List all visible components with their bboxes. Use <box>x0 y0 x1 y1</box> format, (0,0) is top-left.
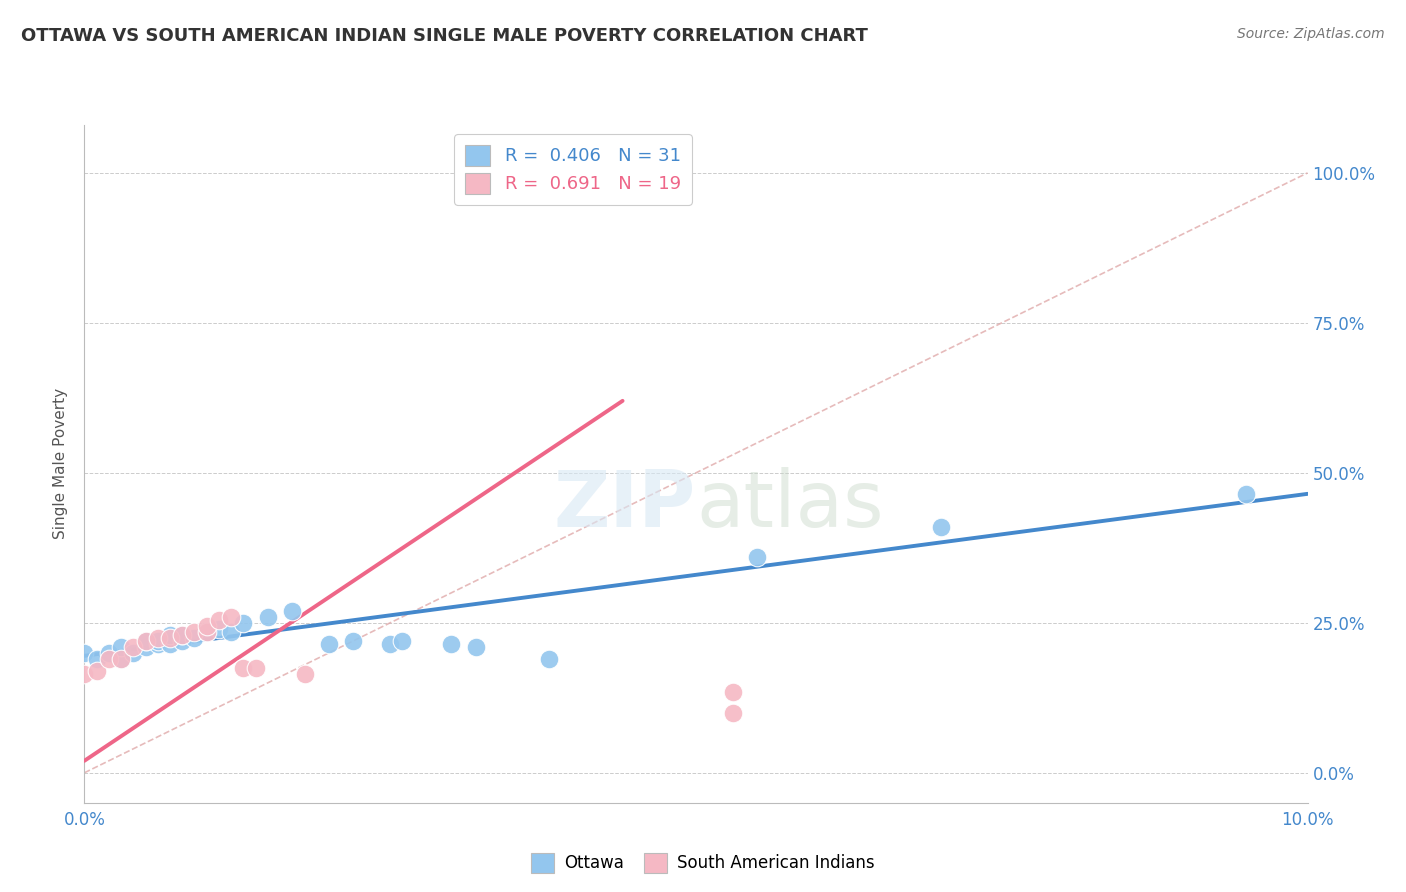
Point <box>146 637 169 651</box>
Point <box>380 637 402 651</box>
Point <box>245 661 267 675</box>
Point <box>135 640 157 654</box>
Text: OTTAWA VS SOUTH AMERICAN INDIAN SINGLE MALE POVERTY CORRELATION CHART: OTTAWA VS SOUTH AMERICAN INDIAN SINGLE M… <box>21 27 868 45</box>
Point <box>172 628 194 642</box>
Point <box>232 615 254 630</box>
Point <box>172 633 194 648</box>
Point <box>135 633 157 648</box>
Point <box>257 610 280 624</box>
Text: atlas: atlas <box>696 467 883 542</box>
Point <box>159 628 181 642</box>
Point <box>110 652 132 666</box>
Point <box>232 661 254 675</box>
Point <box>208 613 231 627</box>
Point <box>219 624 242 639</box>
Point <box>86 664 108 678</box>
Point <box>97 646 120 660</box>
Point <box>97 652 120 666</box>
Point <box>294 666 316 681</box>
Point <box>342 633 364 648</box>
Point <box>86 652 108 666</box>
Point <box>391 633 413 648</box>
Point <box>195 624 218 639</box>
Point <box>159 637 181 651</box>
Point <box>929 520 952 534</box>
Point <box>195 624 218 639</box>
Point <box>1236 487 1258 501</box>
Point <box>464 640 486 654</box>
Point <box>73 646 96 660</box>
Point <box>122 646 145 660</box>
Point <box>122 640 145 654</box>
Point <box>172 628 194 642</box>
Legend: R =  0.406   N = 31, R =  0.691   N = 19: R = 0.406 N = 31, R = 0.691 N = 19 <box>454 134 692 204</box>
Point <box>281 604 304 618</box>
Point <box>721 706 744 720</box>
Point <box>159 631 181 645</box>
Point <box>146 631 169 645</box>
Legend: Ottawa, South American Indians: Ottawa, South American Indians <box>524 847 882 880</box>
Point <box>146 633 169 648</box>
Point <box>318 637 340 651</box>
Text: ZIP: ZIP <box>554 467 696 542</box>
Y-axis label: Single Male Poverty: Single Male Poverty <box>53 388 69 540</box>
Point <box>73 666 96 681</box>
Point <box>721 685 744 699</box>
Text: Source: ZipAtlas.com: Source: ZipAtlas.com <box>1237 27 1385 41</box>
Point <box>440 637 463 651</box>
Point <box>183 624 205 639</box>
Point <box>538 652 561 666</box>
Point <box>110 652 132 666</box>
Point <box>195 619 218 633</box>
Point <box>208 622 231 636</box>
Point <box>135 633 157 648</box>
Point <box>747 549 769 564</box>
Point <box>110 640 132 654</box>
Point <box>219 610 242 624</box>
Point <box>183 631 205 645</box>
